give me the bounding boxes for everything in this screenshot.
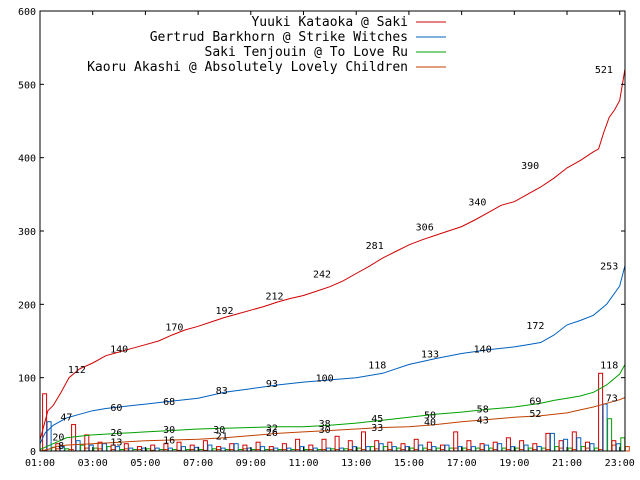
- data-label: 45: [371, 414, 383, 425]
- y-tick-label: 400: [18, 154, 36, 165]
- data-label: 112: [68, 365, 86, 376]
- y-tick-label: 0: [30, 447, 36, 458]
- y-tick-label: 600: [18, 7, 36, 18]
- data-label: 38: [319, 419, 331, 430]
- data-label: 40: [424, 418, 436, 429]
- data-label: 16: [163, 435, 175, 446]
- data-label: 13: [110, 438, 122, 449]
- x-tick-label: 17:00: [447, 458, 477, 469]
- data-label: 60: [110, 403, 122, 414]
- legend-label: Gertrud Barkhorn @ Strike Witches: [150, 30, 408, 45]
- x-tick-label: 01:00: [25, 458, 55, 469]
- data-label: 68: [163, 397, 175, 408]
- x-tick-label: 23:00: [605, 458, 635, 469]
- data-label: 133: [421, 350, 439, 361]
- data-label: 118: [368, 361, 386, 372]
- y-tick-label: 300: [18, 227, 36, 238]
- data-label: 390: [521, 161, 539, 172]
- data-label: 340: [468, 198, 486, 209]
- data-label: 242: [313, 270, 331, 281]
- series-line-1: [39, 68, 626, 441]
- data-label: 47: [60, 413, 72, 424]
- y-tick-label: 100: [18, 374, 36, 385]
- data-label: 100: [316, 374, 334, 385]
- y-tick-label: 500: [18, 80, 36, 91]
- x-tick-label: 11:00: [288, 458, 318, 469]
- y-tick-label: 200: [18, 300, 36, 311]
- data-label: 73: [606, 394, 618, 405]
- point-labels: 112 140 170 192 212 242 281 306 340 390 521 47 60 68 8…: [52, 65, 618, 452]
- data-label: 20: [52, 432, 64, 443]
- x-tick-label: 15:00: [394, 458, 424, 469]
- data-label: 21: [216, 432, 228, 443]
- data-label: 170: [165, 322, 183, 333]
- x-tick-label: 05:00: [130, 458, 160, 469]
- data-label: 83: [216, 386, 228, 397]
- series-line-4: [39, 397, 626, 452]
- x-tick-label: 19:00: [499, 458, 529, 469]
- data-label: 52: [529, 409, 541, 420]
- data-label: 93: [266, 379, 278, 390]
- x-tick-label: 07:00: [183, 458, 213, 469]
- series-lines: [39, 68, 626, 452]
- axes: 0 100 200 300 400 500 600 01:00 03:00 05:00 07:00 0…: [18, 7, 635, 469]
- data-label: 30: [319, 425, 331, 436]
- x-tick-label: 09:00: [236, 458, 266, 469]
- data-label: 26: [266, 428, 278, 439]
- x-tick-label: 21:00: [552, 458, 582, 469]
- data-label: 26: [110, 428, 122, 439]
- data-label: 33: [371, 423, 383, 434]
- x-tick-label: 13:00: [341, 458, 371, 469]
- data-label: 192: [215, 306, 233, 317]
- data-label: 140: [110, 344, 128, 355]
- data-label: 521: [595, 65, 613, 76]
- data-label: 30: [163, 425, 175, 436]
- data-label: 32: [266, 424, 278, 435]
- series-line-2: [39, 265, 626, 444]
- data-label: 172: [526, 321, 544, 332]
- legend-label: Yuuki Kataoka @ Saki: [251, 15, 408, 30]
- data-label: 212: [265, 292, 283, 303]
- data-label: 118: [600, 361, 618, 372]
- data-label: 306: [416, 223, 434, 234]
- data-label: 69: [529, 396, 541, 407]
- data-label: 58: [477, 405, 489, 416]
- legend-label: Saki Tenjouin @ To Love Ru: [205, 45, 409, 60]
- data-label: 50: [424, 410, 436, 421]
- data-label: 43: [477, 416, 489, 427]
- data-label: 140: [474, 344, 492, 355]
- data-label: 30: [213, 425, 225, 436]
- data-label: 8: [58, 441, 64, 452]
- data-label: 253: [600, 262, 618, 273]
- data-label: 281: [366, 241, 384, 252]
- series-line-3: [39, 364, 626, 450]
- x-tick-label: 03:00: [78, 458, 108, 469]
- legend-label: Kaoru Akashi @ Absolutely Lovely Childre…: [87, 60, 408, 75]
